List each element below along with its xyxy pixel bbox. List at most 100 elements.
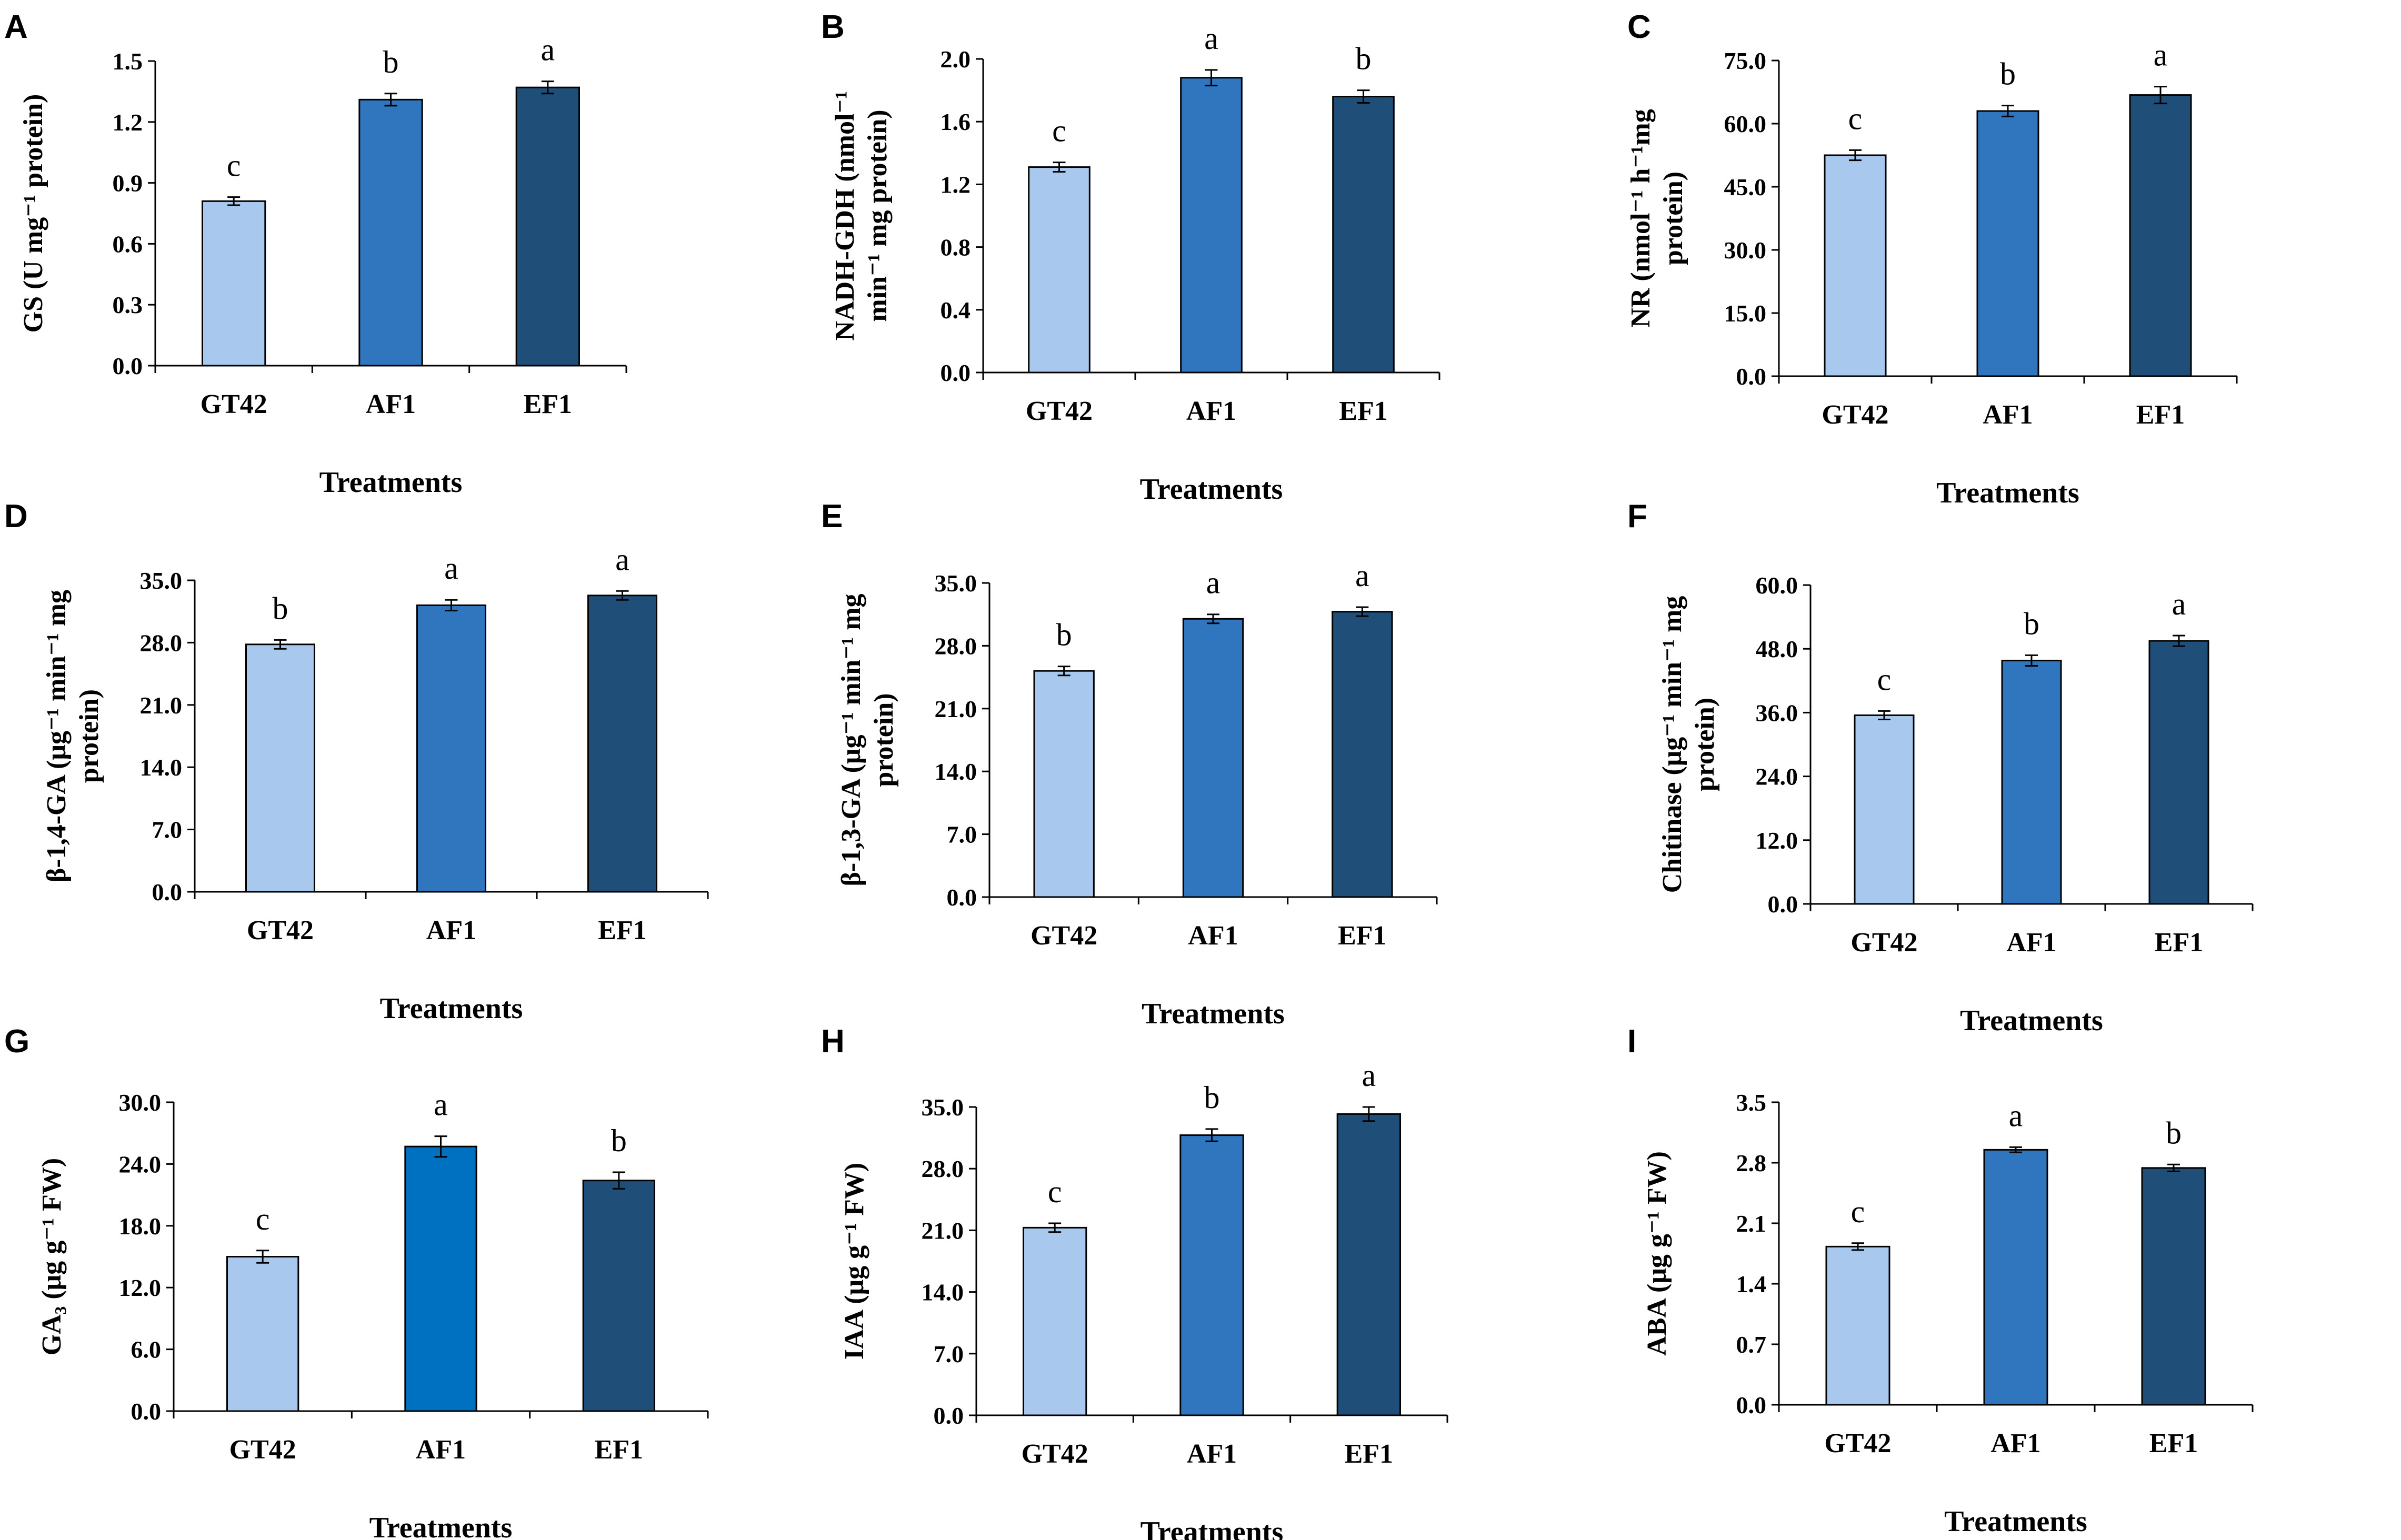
y-tick-label: 0.6	[113, 230, 143, 257]
significance-letter: a	[2009, 1098, 2023, 1133]
significance-letter: a	[444, 551, 458, 586]
significance-letter: b	[1056, 618, 1072, 652]
significance-letter: b	[273, 591, 288, 626]
x-axis-title: Treatments	[1142, 998, 1285, 1030]
significance-letter: b	[1204, 1080, 1220, 1115]
panel-letter: C	[1627, 9, 1651, 45]
y-axis-title: NR (nmol⁻¹ h⁻¹mg	[1626, 109, 1656, 327]
significance-letter: a	[615, 542, 629, 577]
category-label: AF1	[416, 1435, 466, 1465]
y-tick-label: 7.0	[947, 821, 977, 848]
y-tick-label: 12.0	[1756, 827, 1798, 854]
y-tick-label: 0.0	[131, 1398, 162, 1425]
bar-af1	[404, 1145, 477, 1412]
category-label: EF1	[1339, 396, 1387, 426]
significance-letter: c	[256, 1202, 270, 1236]
y-tick-label: 0.0	[1736, 363, 1767, 390]
y-tick-label: 1.4	[1736, 1271, 1767, 1297]
significance-letter: b	[1356, 42, 1372, 76]
y-axis-title: NADH-GDH (nmol⁻¹	[830, 91, 860, 341]
y-tick-label: 2.8	[1736, 1150, 1767, 1176]
y-tick-label: 0.8	[941, 234, 971, 261]
bar-gt42	[1825, 1245, 1890, 1406]
significance-letter: c	[1048, 1174, 1062, 1209]
bar-af1	[1179, 1134, 1244, 1416]
category-label: GT42	[1031, 921, 1097, 951]
y-tick-label: 3.5	[1736, 1089, 1767, 1116]
bar-gt42	[1854, 714, 1915, 905]
y-tick-label: 28.0	[140, 629, 183, 656]
y-axis-title: min⁻¹ mg protein)	[863, 109, 893, 321]
y-tick-label: 6.0	[131, 1336, 162, 1363]
x-axis-title: Treatments	[1141, 1516, 1284, 1540]
y-tick-label: 0.0	[934, 1402, 964, 1429]
y-axis-title: protein)	[1690, 698, 1720, 791]
significance-letter: a	[1362, 1058, 1376, 1093]
category-label: GT42	[201, 389, 267, 419]
significance-letter: c	[1848, 101, 1863, 136]
y-tick-label: 14.0	[140, 754, 183, 781]
bar-ef1	[2129, 94, 2192, 377]
significance-letter: b	[2166, 1115, 2182, 1150]
significance-letter: a	[2172, 587, 2186, 621]
y-tick-label: 28.0	[922, 1155, 964, 1182]
bar-af1	[1182, 618, 1244, 898]
y-tick-label: 0.9	[113, 170, 143, 197]
bar-gt42	[1033, 670, 1095, 898]
y-tick-label: 7.0	[152, 817, 183, 843]
y-tick-label: 45.0	[1724, 174, 1767, 200]
x-axis-title: Treatments	[1960, 1004, 2103, 1037]
y-tick-label: 2.1	[1736, 1210, 1767, 1237]
y-tick-label: 0.0	[1736, 1392, 1767, 1418]
y-tick-label: 24.0	[119, 1151, 162, 1177]
panel-letter: I	[1627, 1023, 1636, 1060]
bar-ef1	[582, 1180, 655, 1412]
y-tick-label: 0.3	[113, 291, 143, 318]
category-label: AF1	[1188, 921, 1238, 951]
y-tick-label: 36.0	[1756, 699, 1798, 726]
bar-ef1	[2141, 1167, 2206, 1406]
significance-letter: c	[1851, 1194, 1865, 1229]
y-tick-label: 0.0	[1768, 891, 1798, 918]
category-label: AF1	[366, 389, 416, 419]
panel-i: I 0.0 0.7 1.4 2.1 2.8 3.5 c GT42 a AF1 b EF1 Treatmen…	[1627, 1023, 2254, 1538]
category-label: GT42	[247, 915, 314, 945]
significance-letter: c	[1877, 662, 1892, 697]
y-tick-label: 0.7	[1736, 1331, 1767, 1358]
y-tick-label: 1.2	[941, 171, 971, 198]
y-tick-label: 21.0	[140, 692, 183, 719]
y-axis-title: protein)	[74, 689, 104, 783]
y-tick-label: 0.0	[152, 879, 183, 905]
panel-letter: E	[821, 498, 843, 535]
y-tick-label: 0.4	[941, 297, 971, 324]
y-axis-title: GS (U mg⁻¹ protein)	[18, 94, 48, 333]
significance-letter: b	[383, 45, 399, 79]
y-tick-label: 7.0	[934, 1341, 964, 1367]
significance-letter: b	[2024, 606, 2039, 641]
y-tick-label: 12.0	[119, 1274, 162, 1301]
y-tick-label: 1.2	[113, 109, 143, 136]
panel-d: D 0.0 7.0 14.0 21.0 28.0 35.0 b GT42 a AF1 a EF1 Trea…	[4, 498, 709, 1025]
significance-letter: c	[227, 148, 241, 183]
bar-ef1	[587, 595, 657, 893]
bar-ef1	[1332, 611, 1393, 898]
x-axis-title: Treatments	[1936, 477, 2079, 509]
bar-af1	[2001, 659, 2062, 905]
x-axis-title: Treatments	[380, 992, 523, 1025]
category-label: GT42	[1850, 928, 1917, 958]
panel-a: A 0.0 0.3 0.6 0.9 1.2 1.5 c GT42 b AF1 a EF1 Treatmen…	[4, 9, 627, 499]
bar-af1	[1180, 77, 1243, 374]
bar-ef1	[1332, 96, 1395, 374]
category-label: EF1	[524, 389, 572, 419]
y-tick-label: 28.0	[935, 632, 977, 659]
bar-ef1	[2148, 640, 2209, 905]
bar-gt42	[226, 1256, 299, 1412]
bar-ef1	[515, 86, 581, 367]
y-tick-label: 21.0	[935, 696, 977, 722]
panel-c: C 0.0 15.0 30.0 45.0 60.0 75.0 c GT42 b AF1 a EF1 Tre…	[1626, 9, 2238, 509]
y-tick-label: 0.0	[941, 359, 971, 386]
significance-letter: c	[1052, 114, 1066, 148]
y-axis-title: β-1,3-GA (μg⁻¹ min⁻¹ mg	[836, 593, 866, 886]
y-tick-label: 35.0	[922, 1094, 964, 1121]
